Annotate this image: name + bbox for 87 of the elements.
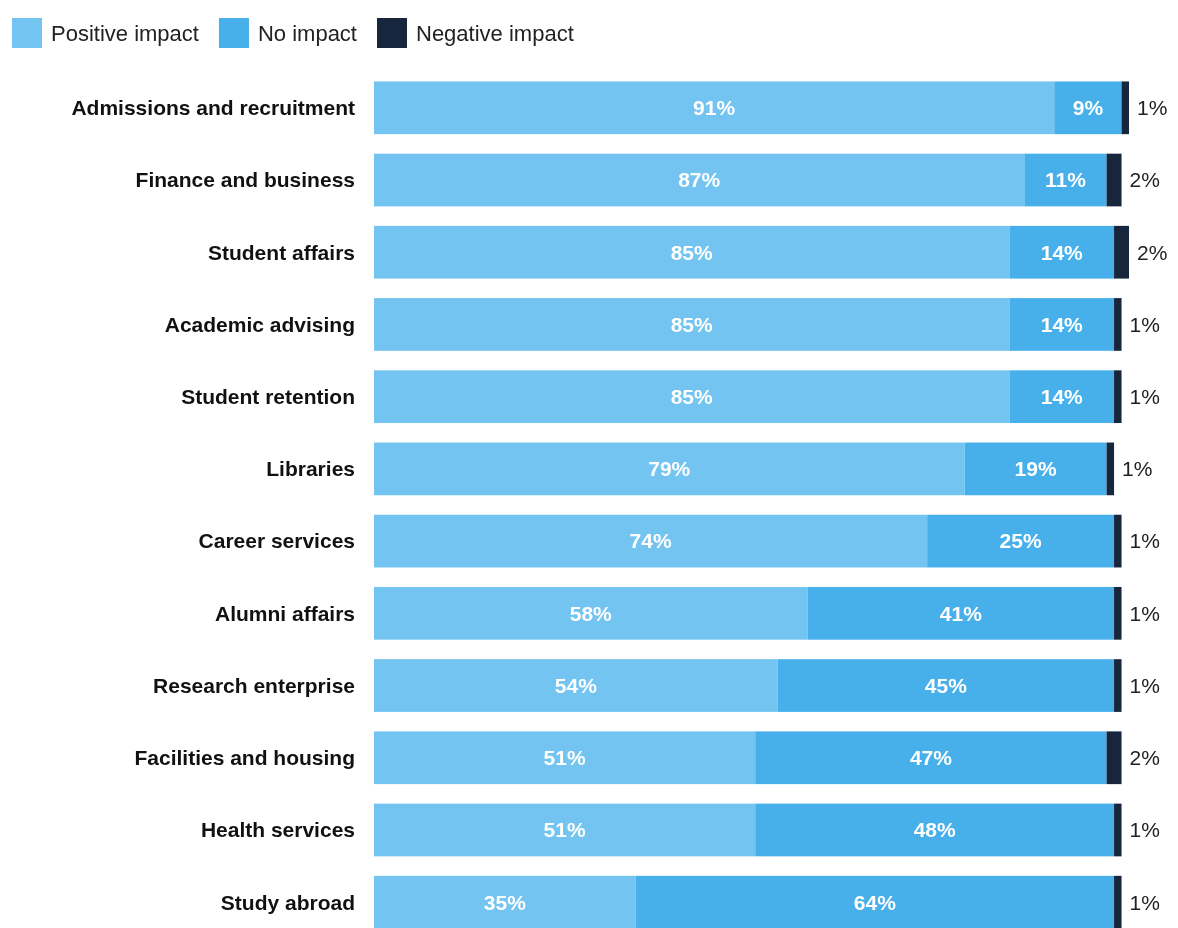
bar xyxy=(374,875,636,928)
bar xyxy=(1009,370,1115,424)
data-label: 85% xyxy=(670,312,714,336)
bar xyxy=(964,442,1107,496)
data-label: 14% xyxy=(1040,385,1084,409)
data-label: 54% xyxy=(554,673,598,697)
bar xyxy=(374,586,808,640)
bar xyxy=(777,659,1115,712)
bar xyxy=(1114,875,1122,928)
bar xyxy=(1009,225,1115,279)
y-tick-label: Research enterprise xyxy=(153,673,355,697)
data-label: 14% xyxy=(1040,312,1084,336)
data-label: 41% xyxy=(939,601,983,625)
bar xyxy=(374,803,756,857)
bar xyxy=(374,225,1010,279)
data-label: 2% xyxy=(1129,746,1160,770)
bar xyxy=(1114,225,1129,279)
bar xyxy=(1106,153,1122,207)
data-label: 14% xyxy=(1040,240,1084,264)
bar xyxy=(374,442,965,496)
data-label: 51% xyxy=(543,746,586,770)
bar xyxy=(374,81,1055,135)
data-label: 9% xyxy=(1072,96,1104,120)
bar xyxy=(1114,586,1122,640)
data-label: 2% xyxy=(1137,240,1168,264)
y-tick-label: Finance and business xyxy=(135,168,355,192)
y-tick-label: Career services xyxy=(198,529,355,553)
y-tick-label: Admissions and recruitment xyxy=(71,96,356,120)
data-label: 48% xyxy=(913,818,956,842)
bar xyxy=(374,731,756,785)
bar xyxy=(1054,81,1122,135)
bar xyxy=(1114,659,1122,712)
data-label: 58% xyxy=(569,601,613,625)
bar xyxy=(1024,153,1107,207)
data-label: 1% xyxy=(1129,529,1160,553)
data-label: 25% xyxy=(999,529,1042,553)
data-label: 1% xyxy=(1122,457,1153,481)
bar xyxy=(635,875,1115,928)
y-tick-label: Alumni affairs xyxy=(214,601,355,625)
data-label: 1% xyxy=(1129,312,1160,336)
bar xyxy=(755,803,1115,857)
legend-label: Positive impact xyxy=(51,20,199,46)
data-label: 64% xyxy=(853,890,897,914)
data-label: 45% xyxy=(924,673,968,697)
bar xyxy=(755,731,1107,785)
bar xyxy=(1106,442,1115,496)
bar xyxy=(1114,514,1122,568)
data-label: 1% xyxy=(1129,601,1160,625)
data-label: 51% xyxy=(543,818,586,842)
data-label: 87% xyxy=(678,168,721,192)
data-label: 74% xyxy=(629,529,672,553)
data-label: 91% xyxy=(693,96,736,120)
legend-label: No impact xyxy=(257,20,357,46)
bar xyxy=(1114,298,1122,351)
bar xyxy=(1114,803,1122,857)
data-label: 11% xyxy=(1045,168,1087,192)
y-tick-label: Academic advising xyxy=(164,312,355,336)
bar xyxy=(1009,298,1115,351)
bar xyxy=(927,514,1115,568)
data-label: 1% xyxy=(1129,673,1160,697)
data-label: 85% xyxy=(670,385,714,409)
data-label: 1% xyxy=(1137,96,1168,120)
bar xyxy=(1106,731,1122,785)
data-label: 2% xyxy=(1129,168,1160,192)
data-label: 47% xyxy=(909,746,953,770)
bar xyxy=(1121,81,1129,135)
y-tick-label: Libraries xyxy=(266,457,355,481)
data-label: 1% xyxy=(1129,890,1160,914)
data-label: 1% xyxy=(1129,818,1160,842)
bar xyxy=(374,514,928,568)
y-tick-label: Study abroad xyxy=(220,890,355,914)
bar xyxy=(374,659,778,712)
data-label: 19% xyxy=(1014,457,1057,481)
bar xyxy=(807,586,1115,640)
data-label: 85% xyxy=(670,240,714,264)
data-label: 1% xyxy=(1129,385,1160,409)
bar xyxy=(1114,370,1122,424)
data-label: 35% xyxy=(483,890,527,914)
legend-label: Negative impact xyxy=(416,20,574,46)
y-tick-label: Health services xyxy=(200,818,355,842)
bar xyxy=(374,153,1025,207)
bar xyxy=(374,370,1010,424)
bar xyxy=(374,298,1010,351)
data-label: 79% xyxy=(648,457,691,481)
y-tick-label: Facilities and housing xyxy=(134,746,355,770)
y-tick-label: Student affairs xyxy=(207,240,355,264)
y-tick-label: Student retention xyxy=(181,385,355,409)
